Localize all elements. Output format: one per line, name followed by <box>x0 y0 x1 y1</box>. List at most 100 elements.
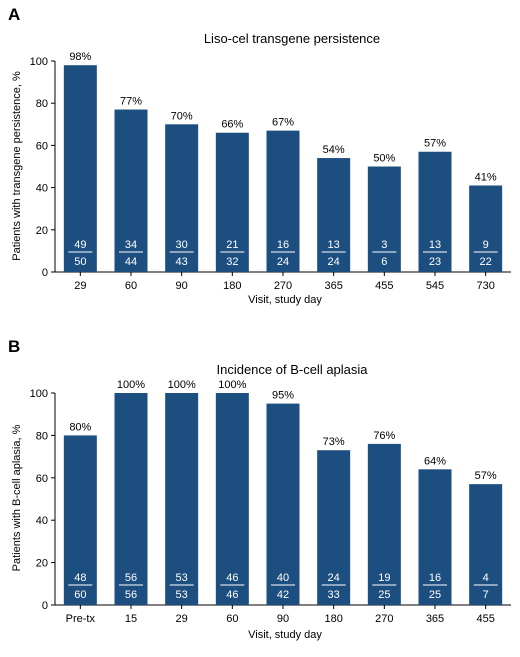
panel-b-bar <box>418 469 452 605</box>
panel-b-x-tick-label: 455 <box>476 613 494 625</box>
panel-b-bar-value-label: 73% <box>323 436 345 448</box>
panel-a-bar <box>165 124 199 272</box>
panel-b-bar-denominator: 7 <box>483 589 489 601</box>
panel-b-x-axis-label: Visit, study day <box>248 629 322 641</box>
panel-a-title: Liso-cel transgene persistence <box>204 31 380 46</box>
panel-b-bar <box>317 450 351 605</box>
panel-b-bar-value-label: 100% <box>117 379 145 391</box>
panel-a-bar-numerator: 30 <box>176 239 188 251</box>
panel-b-x-tick-label: 60 <box>226 613 238 625</box>
panel-b-x-tick-label: 90 <box>277 613 289 625</box>
panel-b-bar-value-label: 64% <box>424 455 446 467</box>
panel-b-bar-value-label: 95% <box>272 390 294 402</box>
panel-b-y-tick-label: 40 <box>36 515 48 527</box>
panel-b-bar-numerator: 16 <box>429 572 441 584</box>
panel-a-y-axis-label: Patients with transgene persistence, % <box>11 71 23 261</box>
panel-a-bar-numerator: 34 <box>125 239 137 251</box>
panel-a-bar <box>367 166 401 272</box>
panel-b-x-tick-label: 15 <box>125 613 137 625</box>
panel-a-bar-denominator: 6 <box>381 256 387 268</box>
panel-b-bar-denominator: 53 <box>176 589 188 601</box>
panel-a-x-tick-label: 270 <box>274 280 292 292</box>
panel-b-bar <box>114 393 148 605</box>
panel-b-bar-value-label: 100% <box>218 379 246 391</box>
panel-b-x-tick-label: 180 <box>324 613 342 625</box>
panel-b-bar-denominator: 46 <box>226 589 238 601</box>
panel-a-bar-denominator: 50 <box>74 256 86 268</box>
panel-b-bar-numerator: 53 <box>176 572 188 584</box>
panel-a-bar-numerator: 9 <box>483 239 489 251</box>
panel-a-x-tick-label: 455 <box>375 280 393 292</box>
panel-b-bar-denominator: 60 <box>74 589 86 601</box>
panel-a-bar-numerator: 13 <box>328 239 340 251</box>
panel-b-bar-value-label: 57% <box>475 470 497 482</box>
panel-b-bar <box>266 403 300 605</box>
panel-a-x-tick-label: 365 <box>324 280 342 292</box>
panel-a-bar <box>317 158 351 272</box>
panel-b-plot-area: 0 20 40 60 80 100 80% 48 60 Pre-tx 100% 56 56 15 100% 5… <box>30 379 511 625</box>
panel-b-bar-value-label: 100% <box>168 379 196 391</box>
panel-a-bar-denominator: 43 <box>176 256 188 268</box>
panel-a-bar <box>418 151 452 272</box>
panel-b-bar-denominator: 56 <box>125 589 137 601</box>
panel-b-bar-numerator: 40 <box>277 572 289 584</box>
panel-b-bar-denominator: 33 <box>328 589 340 601</box>
panel-a-y-tick-label: 40 <box>36 183 48 195</box>
panel-b-bar-numerator: 24 <box>328 572 340 584</box>
panel-a-bar <box>266 130 300 272</box>
panel-b-y-axis-label: Patients with B-cell aplasia, % <box>11 424 23 571</box>
panel-b-bar-numerator: 19 <box>378 572 390 584</box>
panel-b-bar-denominator: 25 <box>378 589 390 601</box>
panel-b-bar-numerator: 48 <box>74 572 86 584</box>
panel-a-bar <box>114 109 148 272</box>
panel-a-bar-denominator: 24 <box>277 256 289 268</box>
panel-a-bar <box>215 132 249 272</box>
panel-a-bar-denominator: 22 <box>480 256 492 268</box>
panel-a-bar-numerator: 49 <box>74 239 86 251</box>
panel-a-bar-numerator: 13 <box>429 239 441 251</box>
panel-a-bar-denominator: 44 <box>125 256 137 268</box>
panel-b-x-tick-label: 365 <box>426 613 444 625</box>
panel-b-bar-numerator: 46 <box>226 572 238 584</box>
panel-a-x-tick-label: 545 <box>426 280 444 292</box>
panel-a-bar-value-label: 50% <box>373 153 395 165</box>
panel-b-y-tick-label: 80 <box>36 430 48 442</box>
panel-b-bar-numerator: 4 <box>483 572 489 584</box>
panel-b-letter: B <box>8 337 20 356</box>
panel-b-title: Incidence of B-cell aplasia <box>216 362 368 377</box>
panel-a-bar-value-label: 98% <box>69 51 91 63</box>
panel-a-letter: A <box>8 5 20 24</box>
panel-a-x-tick-label: 730 <box>476 280 494 292</box>
panel-b-bar-numerator: 56 <box>125 572 137 584</box>
panel-a-bar <box>63 65 97 272</box>
panel-b-bar-denominator: 25 <box>429 589 441 601</box>
panel-b-bar-denominator: 42 <box>277 589 289 601</box>
panel-a-bar-denominator: 23 <box>429 256 441 268</box>
panel-a-bar-denominator: 24 <box>328 256 340 268</box>
panel-b-y-tick-label: 60 <box>36 473 48 485</box>
panel-b-bar <box>367 443 401 605</box>
panel-a-y-tick-label: 100 <box>30 56 48 68</box>
panel-a-x-tick-label: 29 <box>74 280 86 292</box>
panel-a-y-tick-label: 80 <box>36 98 48 110</box>
panel-b-y-tick-label: 20 <box>36 558 48 570</box>
panel-b-bar <box>469 484 503 605</box>
panel-a-x-tick-label: 90 <box>176 280 188 292</box>
panel-b-y-tick-label: 0 <box>42 600 48 612</box>
panel-a-x-tick-label: 60 <box>125 280 137 292</box>
panel-a-bar-numerator: 21 <box>226 239 238 251</box>
panel-a-plot-area: 0 20 40 60 80 100 98% 49 50 29 77% 34 44 60 70% 30 43 90 6… <box>30 51 511 292</box>
panel-a-x-tick-label: 180 <box>223 280 241 292</box>
panel-a-bar <box>469 185 503 272</box>
panel-a-bar-numerator: 3 <box>381 239 387 251</box>
panel-a-bar-numerator: 16 <box>277 239 289 251</box>
panel-a-x-axis-label: Visit, study day <box>248 294 322 306</box>
panel-b-y-tick-label: 100 <box>30 388 48 400</box>
panel-b-bar <box>215 393 249 605</box>
panel-a-bar-value-label: 41% <box>475 171 497 183</box>
panel-b-x-tick-label: 270 <box>375 613 393 625</box>
panel-b-bar-value-label: 76% <box>373 430 395 442</box>
panel-a-y-tick-label: 0 <box>42 267 48 279</box>
panel-b-bar <box>165 393 199 605</box>
